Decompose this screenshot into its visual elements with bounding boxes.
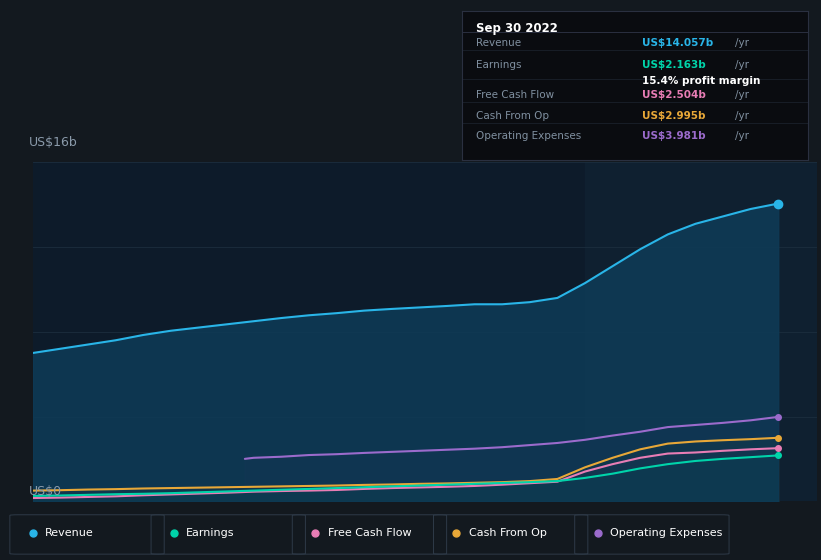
Text: US$16b: US$16b xyxy=(29,136,78,149)
Text: /yr: /yr xyxy=(736,60,750,70)
Text: 15.4% profit margin: 15.4% profit margin xyxy=(642,77,760,86)
Text: US$2.504b: US$2.504b xyxy=(642,90,706,100)
Text: Sep 30 2022: Sep 30 2022 xyxy=(476,22,558,35)
Text: /yr: /yr xyxy=(736,38,750,48)
Text: Free Cash Flow: Free Cash Flow xyxy=(476,90,554,100)
Text: US$14.057b: US$14.057b xyxy=(642,38,713,48)
Text: Revenue: Revenue xyxy=(45,529,94,538)
Text: Earnings: Earnings xyxy=(476,60,521,70)
Text: Cash From Op: Cash From Op xyxy=(469,529,547,538)
Text: Free Cash Flow: Free Cash Flow xyxy=(328,529,411,538)
Text: /yr: /yr xyxy=(736,90,750,100)
Bar xyxy=(585,162,821,501)
Text: US$3.981b: US$3.981b xyxy=(642,132,705,142)
Text: /yr: /yr xyxy=(736,111,750,120)
Text: Operating Expenses: Operating Expenses xyxy=(610,529,722,538)
Text: Operating Expenses: Operating Expenses xyxy=(476,132,581,142)
Text: US$0: US$0 xyxy=(29,485,62,498)
Text: Earnings: Earnings xyxy=(186,529,235,538)
Text: Cash From Op: Cash From Op xyxy=(476,111,549,120)
Text: US$2.163b: US$2.163b xyxy=(642,60,706,70)
Text: Revenue: Revenue xyxy=(476,38,521,48)
Text: US$2.995b: US$2.995b xyxy=(642,111,705,120)
Text: /yr: /yr xyxy=(736,132,750,142)
